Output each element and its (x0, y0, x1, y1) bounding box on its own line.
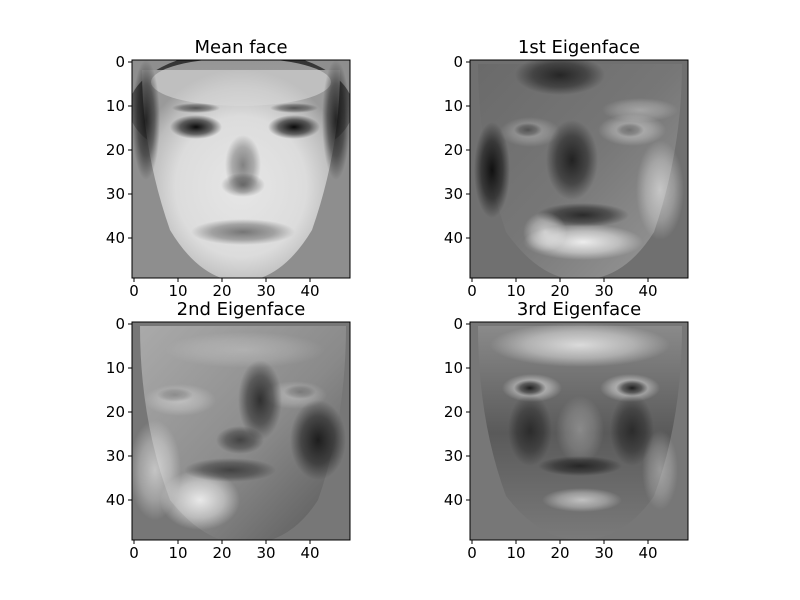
x-tick-label: 40 (300, 282, 319, 300)
y-axis: 0 10 20 30 40 (444, 53, 470, 247)
panel-title: 1st Eigenface (518, 37, 640, 58)
y-tick-label: 0 (453, 315, 463, 333)
x-tick-label: 10 (506, 282, 525, 300)
panel-3rd-eigenface: 3rd Eigenface 0 10 20 30 (444, 299, 689, 562)
y-tick-label: 10 (444, 97, 463, 115)
y-axis: 0 10 20 30 40 (106, 315, 132, 509)
y-tick-label: 20 (106, 141, 125, 159)
face-image (470, 322, 688, 540)
x-tick-label: 20 (550, 282, 569, 300)
panel-mean-face: Mean face 0 10 20 30 40 (106, 37, 351, 300)
y-tick-label: 30 (444, 185, 463, 203)
x-tick-label: 40 (300, 544, 319, 562)
y-tick-label: 40 (444, 229, 463, 247)
y-tick-label: 0 (115, 53, 125, 71)
axes-frame (131, 59, 351, 279)
y-tick-label: 20 (444, 403, 463, 421)
x-axis: 0 10 20 30 40 (129, 540, 320, 562)
x-tick-label: 20 (550, 544, 569, 562)
x-axis: 0 10 20 30 40 (467, 278, 658, 300)
x-axis: 0 10 20 30 40 (467, 540, 658, 562)
x-tick-label: 30 (256, 282, 275, 300)
x-tick-label: 0 (467, 544, 477, 562)
x-tick-label: 0 (129, 282, 139, 300)
y-tick-label: 10 (106, 97, 125, 115)
x-tick-label: 10 (168, 282, 187, 300)
panel-title: 2nd Eigenface (177, 299, 306, 320)
y-tick-label: 10 (106, 359, 125, 377)
x-tick-label: 30 (594, 282, 613, 300)
y-tick-label: 20 (106, 403, 125, 421)
x-tick-label: 30 (594, 544, 613, 562)
panel-title: Mean face (194, 37, 287, 58)
face-image (470, 60, 688, 278)
axes-frame (131, 321, 351, 541)
x-tick-label: 20 (212, 544, 231, 562)
y-tick-label: 0 (453, 53, 463, 71)
y-tick-label: 30 (106, 447, 125, 465)
y-axis: 0 10 20 30 40 (106, 53, 132, 247)
y-tick-label: 30 (106, 185, 125, 203)
y-tick-label: 40 (106, 491, 125, 509)
x-tick-label: 10 (168, 544, 187, 562)
x-tick-label: 40 (638, 544, 657, 562)
face-image (132, 322, 350, 540)
panel-2nd-eigenface: 2nd Eigenface 0 10 20 30 (106, 299, 351, 562)
y-tick-label: 30 (444, 447, 463, 465)
axes-frame (469, 59, 689, 279)
face-image (132, 60, 350, 278)
panel-title: 3rd Eigenface (517, 299, 641, 320)
x-tick-label: 30 (256, 544, 275, 562)
x-tick-label: 0 (129, 544, 139, 562)
axes-frame (469, 321, 689, 541)
y-axis: 0 10 20 30 40 (444, 315, 470, 509)
y-tick-label: 0 (115, 315, 125, 333)
x-axis: 0 10 20 30 40 (129, 278, 320, 300)
panel-1st-eigenface: 1st Eigenface 0 10 20 3 (444, 37, 689, 300)
x-tick-label: 20 (212, 282, 231, 300)
y-tick-label: 40 (106, 229, 125, 247)
x-tick-label: 10 (506, 544, 525, 562)
y-tick-label: 20 (444, 141, 463, 159)
y-tick-label: 10 (444, 359, 463, 377)
x-tick-label: 0 (467, 282, 477, 300)
y-tick-label: 40 (444, 491, 463, 509)
x-tick-label: 40 (638, 282, 657, 300)
